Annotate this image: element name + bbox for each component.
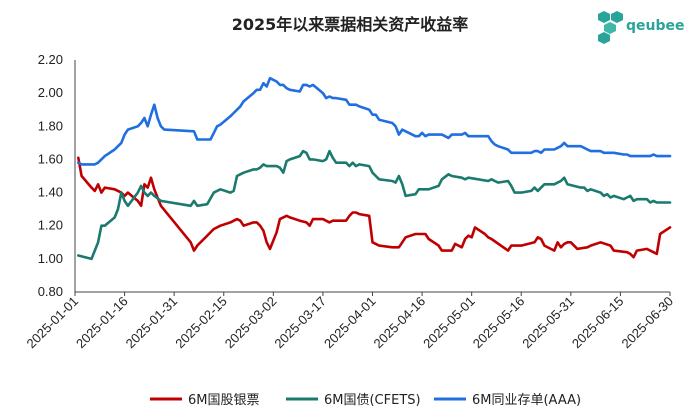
x-tick-label: 2025-03-17 <box>271 294 329 352</box>
legend-label-0: 6M国股银票 <box>188 393 260 408</box>
x-tick-label: 2025-04-16 <box>371 294 429 352</box>
x-tick-label: 2025-01-31 <box>123 294 181 352</box>
qeubee-logo-mark-icon <box>598 11 623 44</box>
legend-label-2: 6M同业存单(AAA) <box>472 393 581 408</box>
y-axis: 0.80 1.00 1.20 1.40 1.60 1.80 2.00 2.20 <box>38 52 76 299</box>
chart-title: 2025年以来票据相关资产收益率 <box>232 15 469 34</box>
qeubee-logo: qeubee <box>598 11 685 44</box>
x-tick-label: 2025-01-16 <box>73 294 131 352</box>
x-tick-label: 2025-04-01 <box>321 294 379 352</box>
series-line-1 <box>77 149 672 261</box>
y-tick-label: 1.40 <box>38 185 63 200</box>
x-tick-label: 2025-06-15 <box>569 294 627 352</box>
legend: 6M国股银票 6M国债(CFETS) 6M同业存单(AAA) <box>150 393 581 408</box>
y-tick-label: 1.80 <box>38 118 63 133</box>
series-line-2 <box>77 76 672 166</box>
x-tick-label: 2025-05-31 <box>519 294 577 352</box>
x-tick-label: 2025-05-01 <box>420 294 478 352</box>
y-tick-label: 1.00 <box>38 251 63 266</box>
y-tick-label: 0.80 <box>38 284 63 299</box>
x-axis: 2025-01-012025-01-162025-01-312025-02-15… <box>23 291 676 352</box>
y-tick-label: 1.60 <box>38 151 63 166</box>
y-tick-label: 2.00 <box>38 85 63 100</box>
y-tick-label: 1.20 <box>38 218 63 233</box>
y-tick-label: 2.20 <box>38 52 63 67</box>
x-tick-label: 2025-03-02 <box>222 294 280 352</box>
x-tick-label: 2025-06-30 <box>618 294 676 352</box>
plot-lines <box>77 76 672 261</box>
x-tick-label: 2025-05-16 <box>470 294 528 352</box>
x-tick-label: 2025-01-01 <box>23 294 81 352</box>
qeubee-logo-text: qeubee <box>626 18 685 34</box>
x-tick-label: 2025-02-15 <box>172 294 230 352</box>
legend-label-1: 6M国债(CFETS) <box>324 393 421 408</box>
